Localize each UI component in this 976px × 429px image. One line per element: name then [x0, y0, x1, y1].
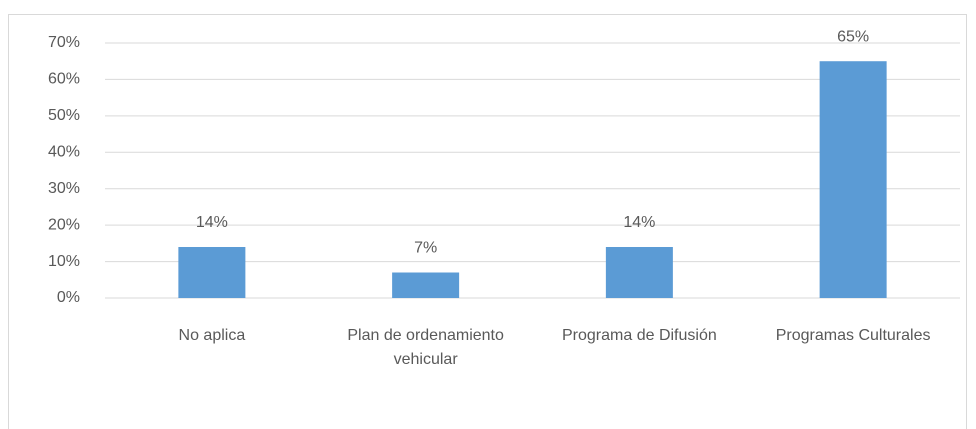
bar [392, 272, 460, 298]
chart-border [8, 14, 967, 429]
y-tick-label: 60% [48, 71, 80, 88]
y-tick-label: 20% [48, 216, 80, 233]
y-tick-label: 70% [48, 34, 80, 51]
data-label: 65% [837, 28, 869, 45]
x-tick-label: Programas Culturales [775, 327, 931, 344]
y-tick-label: 50% [48, 107, 80, 124]
data-label: 14% [623, 214, 655, 231]
bar [178, 247, 246, 298]
bar [605, 247, 673, 298]
y-tick-label: 40% [48, 144, 80, 161]
y-tick-label: 10% [48, 253, 80, 270]
x-tick-label: No aplica [178, 327, 246, 344]
x-tick-label: Plan de ordenamiento vehicular [347, 327, 504, 368]
y-tick-label: 0% [57, 289, 80, 306]
bar [819, 61, 887, 298]
data-label: 7% [414, 240, 437, 257]
x-tick-label: Programa de Difusión [562, 327, 717, 344]
y-tick-label: 30% [48, 180, 80, 197]
data-label: 14% [196, 214, 228, 231]
